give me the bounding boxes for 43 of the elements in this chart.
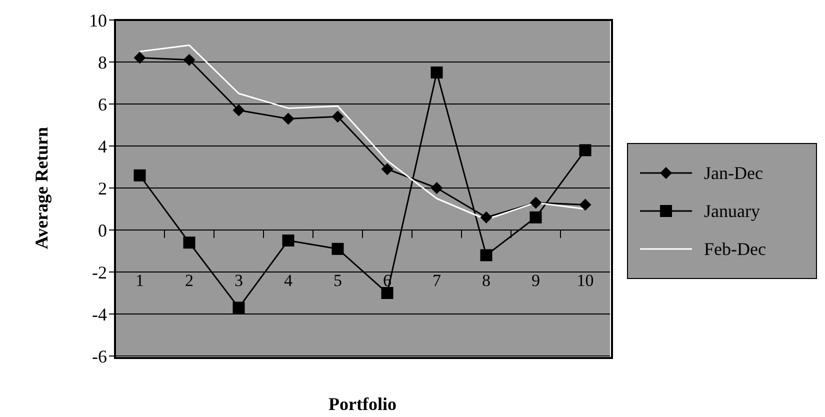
y-tick-label: 8 — [98, 52, 107, 72]
point — [134, 169, 146, 182]
y-tick-label: 6 — [98, 94, 107, 114]
x-tick-label: 9 — [532, 271, 540, 290]
point — [430, 66, 443, 78]
y-tick-label: 10 — [89, 10, 107, 30]
point — [579, 198, 592, 211]
x-tick-label: 2 — [185, 271, 194, 290]
x-tick-label: 7 — [432, 271, 442, 290]
point — [232, 302, 245, 314]
point — [332, 242, 344, 255]
point — [282, 234, 294, 246]
y-tick-label: -2 — [92, 262, 107, 282]
legend-label: January — [704, 200, 760, 222]
point — [480, 211, 492, 224]
y-tick-label: -6 — [92, 346, 107, 366]
x-tick-label: 5 — [334, 271, 342, 290]
legend-label: Jan-Dec — [704, 162, 763, 184]
x-tick-label: 3 — [234, 271, 243, 290]
point — [381, 163, 394, 176]
x-axis-title: Portfolio — [328, 394, 396, 414]
point — [381, 287, 394, 299]
point — [183, 54, 196, 66]
x-tick-label: 4 — [284, 271, 293, 290]
y-tick-label: -4 — [92, 304, 107, 324]
x-tick-label: 1 — [136, 271, 144, 290]
x-tick-label: 10 — [576, 271, 594, 290]
point — [579, 144, 592, 156]
point — [232, 104, 245, 116]
point — [530, 211, 542, 224]
point — [332, 110, 344, 123]
point — [530, 196, 542, 209]
y-tick-label: 4 — [98, 136, 107, 156]
point — [480, 249, 492, 262]
legend-label: Feb-Dec — [704, 238, 766, 260]
y-tick-label: 2 — [98, 178, 107, 198]
x-tick-label: 8 — [482, 271, 490, 290]
point — [183, 236, 196, 249]
point — [282, 112, 294, 125]
y-axis-title: Average Return — [31, 126, 52, 250]
point — [430, 182, 443, 194]
point — [134, 52, 146, 64]
y-tick-label: 0 — [98, 220, 107, 240]
